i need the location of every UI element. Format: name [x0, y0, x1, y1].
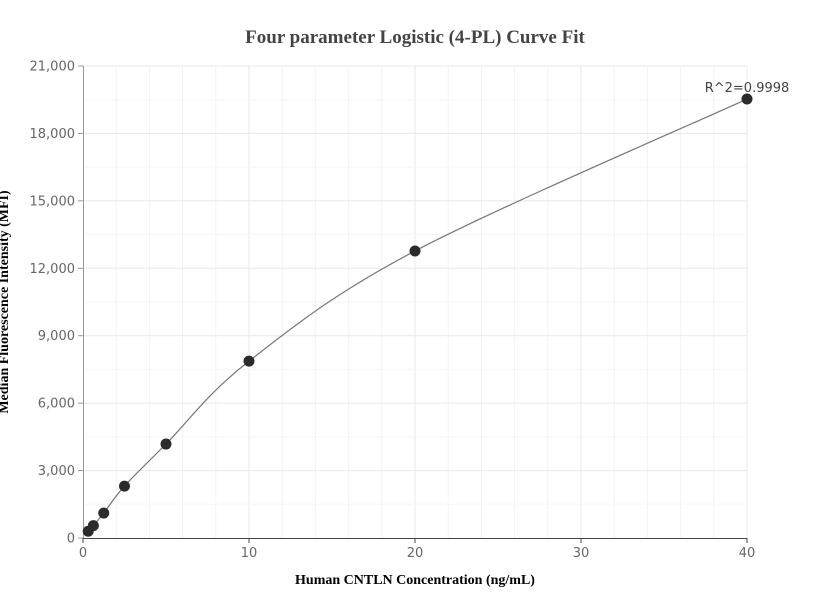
- x-tick-label: 10: [241, 546, 258, 561]
- data-point: [243, 355, 255, 367]
- y-tick-label: 9,000: [38, 329, 75, 344]
- y-tick-label: 15,000: [30, 194, 76, 209]
- data-point: [160, 438, 172, 450]
- y-tick-label: 18,000: [30, 127, 76, 142]
- data-point: [741, 93, 753, 105]
- data-point: [98, 507, 110, 519]
- y-tick-label: 3,000: [38, 464, 75, 479]
- data-point: [119, 480, 130, 492]
- grid: [83, 65, 748, 538]
- y-tick-label: 21,000: [30, 60, 76, 75]
- y-tick-label: 6,000: [38, 397, 75, 412]
- x-tick-label: 40: [739, 546, 756, 561]
- y-tick-label: 0: [67, 532, 75, 547]
- y-axis-label: Median Fluorescence Intensity (MFI): [0, 190, 12, 414]
- r-squared-annotation: R^2=0.9998: [705, 81, 790, 96]
- ticks: 0 10 20 30 40 0 3,000 6,000 9,000 12,000 15,000 18,…: [30, 60, 756, 562]
- data-point: [409, 245, 421, 257]
- x-tick-label: 20: [407, 546, 424, 561]
- x-axis-label: Human CNTLN Concentration (ng/mL): [295, 573, 535, 588]
- data-point: [87, 520, 99, 532]
- fit-curve: [87, 98, 748, 532]
- x-tick-label: 30: [573, 546, 590, 561]
- y-tick-label: 12,000: [30, 262, 76, 277]
- chart-title: Four parameter Logistic (4-PL) Curve Fit: [245, 27, 585, 48]
- x-tick-label: 0: [79, 546, 87, 561]
- points: [82, 93, 753, 537]
